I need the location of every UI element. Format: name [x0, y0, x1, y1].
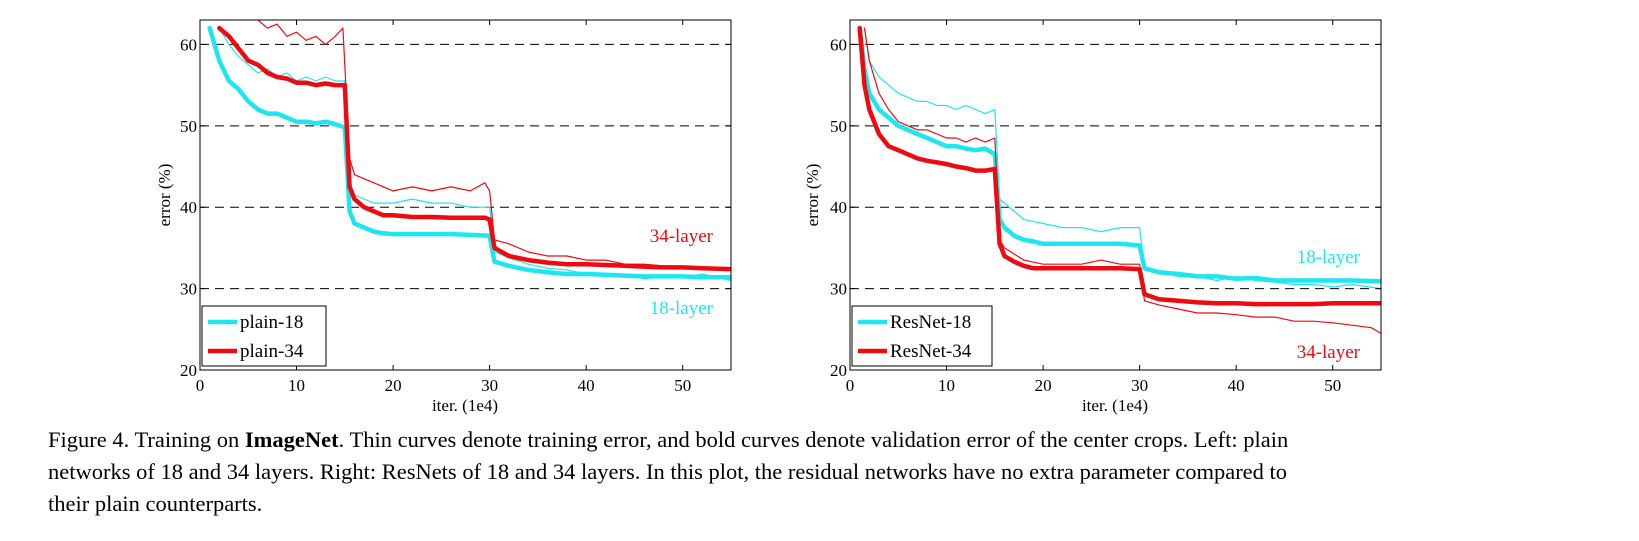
caption-prefix: Figure 4. Training on — [48, 427, 245, 452]
left-x-tick-label-30: 30 — [481, 376, 498, 395]
right-y-tick-label-50: 50 — [830, 117, 847, 136]
caption-line-3: their plain counterparts. — [48, 491, 263, 516]
left-plot: 0 10 20 30 40 50 20 30 40 50 60 iter. (1e4) error … — [155, 19, 732, 415]
left-plot-frame — [199, 19, 732, 371]
left-series — [207, 20, 731, 282]
figure-plots: 0 10 20 30 40 50 20 30 40 50 60 iter. (1e4) error … — [155, 19, 1382, 415]
right-series-resnet-18-validation — [857, 25, 1381, 284]
left-x-tick-label-50: 50 — [674, 376, 691, 395]
left-y-tick-label-60: 60 — [180, 35, 197, 54]
right-plot: 0 10 20 30 40 50 20 30 40 50 60 iter. (1e4) error … — [803, 19, 1382, 415]
left-y-axis-label: error (%) — [155, 164, 174, 227]
left-legend-label-plain-18: plain-18 — [240, 312, 303, 333]
left-x-axis-label: iter. (1e4) — [432, 396, 498, 415]
right-grid-lines — [850, 43, 1381, 290]
left-y-tick-label-40: 40 — [180, 198, 197, 217]
right-series-resnet-18-training — [863, 27, 1381, 290]
right-y-tick-label-30: 30 — [830, 280, 847, 299]
caption-line-2: networks of 18 and 34 layers. Right: Res… — [48, 459, 1288, 484]
caption-line-1: Figure 4. Training on ImageNet. Thin cur… — [48, 424, 1608, 456]
caption-line-1-rest: . Thin curves denote training error, and… — [338, 427, 1289, 452]
figure-caption: Figure 4. Training on ImageNet. Thin cur… — [48, 424, 1608, 520]
right-legend-label-resnet-18: ResNet-18 — [890, 312, 971, 333]
left-y-tick-label-30: 30 — [180, 280, 197, 299]
right-x-tick-label-0: 0 — [846, 376, 855, 395]
left-series-plain-34-validation — [217, 25, 731, 272]
left-legend-label-plain-34: plain-34 — [240, 341, 304, 362]
left-y-tick-label-20: 20 — [180, 361, 197, 380]
left-x-tick-label-40: 40 — [578, 376, 595, 395]
right-plot-frame — [849, 19, 1382, 371]
right-x-tick-label-20: 20 — [1035, 376, 1052, 395]
left-ticks: 0 10 20 30 40 50 20 30 40 50 60 — [180, 20, 731, 395]
left-legend-box — [201, 305, 327, 367]
left-x-tick-label-20: 20 — [385, 376, 402, 395]
right-x-tick-label-50: 50 — [1324, 376, 1341, 395]
right-y-axis-label: error (%) — [803, 164, 822, 227]
right-legend-label-resnet-34: ResNet-34 — [890, 341, 972, 362]
right-annotation-34-layer: 34-layer — [1297, 342, 1361, 363]
right-series — [857, 25, 1381, 334]
right-legend: ResNet-18 ResNet-34 — [851, 305, 993, 367]
right-legend-box — [851, 305, 993, 367]
right-y-tick-label-40: 40 — [830, 198, 847, 217]
right-ticks: 0 10 20 30 40 50 20 30 40 50 60 — [830, 20, 1381, 395]
left-y-tick-label-50: 50 — [180, 117, 197, 136]
right-x-tick-label-40: 40 — [1228, 376, 1245, 395]
left-annotation-18-layer: 18-layer — [650, 298, 714, 319]
right-x-tick-label-30: 30 — [1131, 376, 1148, 395]
right-x-axis-label: iter. (1e4) — [1082, 396, 1148, 415]
right-x-tick-label-10: 10 — [938, 376, 955, 395]
caption-bold-term: ImageNet — [244, 427, 339, 452]
right-annotation-18-layer: 18-layer — [1297, 247, 1361, 268]
left-series-plain-18-validation — [207, 25, 731, 280]
left-series-plain-34-training — [257, 20, 731, 271]
right-series-resnet-34-training — [863, 27, 1381, 334]
right-y-tick-label-60: 60 — [830, 35, 847, 54]
left-x-tick-label-0: 0 — [196, 376, 205, 395]
left-legend: plain-18 plain-34 — [201, 305, 327, 367]
right-y-tick-label-20: 20 — [830, 361, 847, 380]
left-x-tick-label-10: 10 — [288, 376, 305, 395]
left-annotation-34-layer: 34-layer — [650, 226, 714, 247]
left-grid-lines — [200, 43, 731, 290]
right-series-resnet-34-validation — [857, 25, 1381, 307]
